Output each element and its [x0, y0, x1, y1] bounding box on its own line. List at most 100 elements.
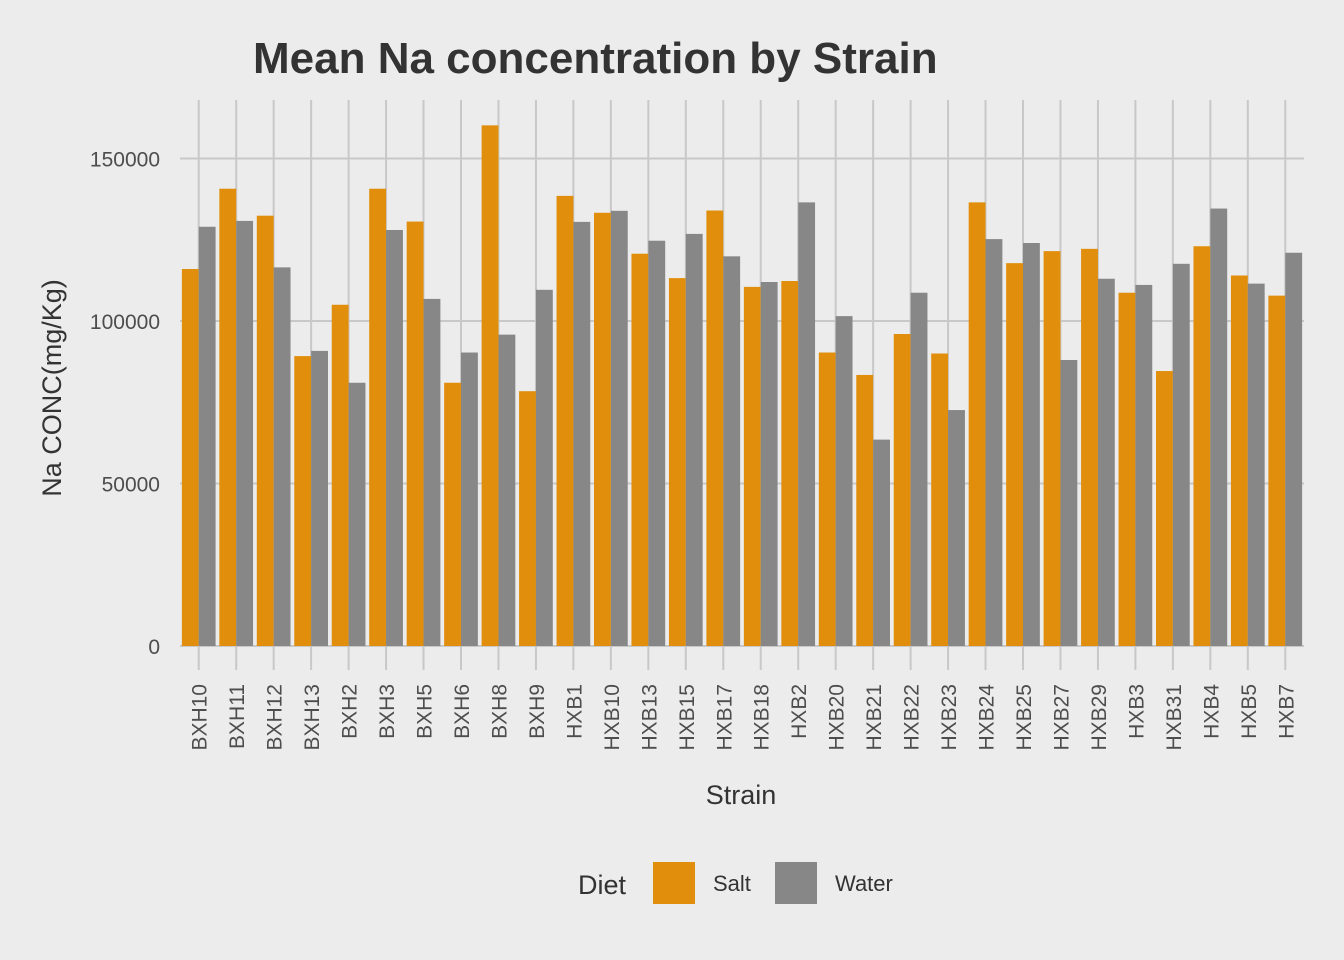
bar-water-bxh10	[198, 226, 216, 646]
bar-salt-bxh5	[406, 221, 424, 647]
bar-water-hxb1	[573, 221, 591, 646]
bar-salt-hxb24	[968, 202, 986, 646]
bar-salt-hxb22	[893, 334, 911, 646]
x-tick-label: HXB24	[976, 684, 999, 751]
bar-salt-bxh12	[256, 215, 274, 646]
bar-salt-bxh13	[294, 356, 312, 646]
x-tick-label: BXH11	[226, 684, 249, 749]
x-tick-label: HXB3	[1125, 684, 1148, 739]
x-tick-label: HXB10	[601, 684, 624, 751]
x-tick-label: HXB27	[1050, 684, 1073, 751]
bar-salt-hxb3	[1118, 292, 1136, 646]
x-tick-label: HXB23	[938, 684, 961, 751]
bar-salt-hxb17	[706, 210, 724, 646]
x-tick-label: BXH5	[414, 684, 437, 739]
bar-water-hxb18	[760, 282, 778, 646]
chart-title: Mean Na concentration by Strain	[253, 34, 938, 83]
bar-salt-hxb25	[1006, 263, 1023, 646]
bar-water-hxb24	[985, 239, 1003, 646]
x-tick-label: HXB17	[713, 684, 736, 751]
bar-water-hxb10	[610, 210, 628, 646]
bar-water-hxb20	[835, 316, 853, 646]
bar-salt-hxb4	[1193, 246, 1211, 646]
x-tick-label: BXH3	[376, 684, 399, 739]
y-tick-label: 100000	[90, 311, 160, 334]
legend-label-salt: Salt	[713, 871, 751, 896]
x-tick-label: BXH2	[339, 684, 362, 739]
bar-water-hxb17	[723, 256, 741, 646]
bar-salt-hxb18	[743, 286, 761, 646]
y-tick-label: 150000	[90, 149, 160, 172]
bar-water-bxh5	[423, 298, 441, 646]
bar-salt-bxh2	[331, 304, 349, 646]
x-tick-label: BXH13	[301, 684, 324, 751]
bar-water-bxh6	[461, 352, 478, 646]
bar-water-hxb13	[648, 240, 666, 646]
bar-salt-bxh6	[444, 382, 461, 646]
x-tick-label: HXB20	[826, 684, 849, 751]
x-tick-label: HXB22	[901, 684, 924, 751]
x-tick-label: HXB29	[1088, 684, 1111, 751]
x-axis-ticks: BXH10 BXH11 BXH12 BXH13 BXH2 BXH3 BXH5 BXH6 BXH8…	[189, 646, 1298, 751]
bars	[181, 125, 1303, 647]
x-tick-label: HXB1	[563, 684, 586, 739]
bar-water-bxh11	[236, 220, 254, 646]
bar-salt-bxh10	[181, 269, 199, 646]
bar-salt-bxh3	[369, 188, 387, 646]
bar-water-hxb31	[1172, 263, 1190, 646]
legend-label-water: Water	[835, 871, 893, 896]
bar-water-hxb21	[873, 439, 890, 646]
bar-water-hxb23	[948, 410, 965, 646]
bar-salt-hxb20	[818, 352, 836, 646]
bar-water-hxb25	[1023, 243, 1040, 646]
x-tick-label: HXB7	[1275, 684, 1298, 739]
bar-salt-hxb15	[668, 278, 686, 646]
x-tick-label: HXB13	[638, 684, 661, 751]
bar-salt-hxb1	[556, 195, 574, 646]
legend: Diet Salt Water	[578, 862, 893, 904]
bar-water-bxh13	[311, 350, 328, 646]
bar-water-bxh8	[498, 334, 516, 646]
x-tick-label: HXB21	[863, 684, 886, 751]
bar-salt-hxb21	[856, 374, 874, 646]
x-tick-label: BXH10	[189, 684, 212, 751]
bar-water-bxh12	[273, 267, 291, 646]
bar-salt-bxh11	[219, 188, 237, 646]
y-tick-label: 0	[148, 636, 160, 659]
bar-salt-bxh9	[519, 391, 536, 646]
bar-water-hxb7	[1285, 252, 1303, 646]
bar-salt-hxb13	[631, 253, 649, 646]
bar-water-bxh2	[348, 382, 366, 646]
x-tick-label: HXB15	[676, 684, 699, 751]
x-tick-label: HXB4	[1200, 684, 1223, 739]
bar-salt-bxh8	[481, 125, 499, 647]
bar-water-hxb27	[1060, 360, 1078, 646]
bar-salt-hxb2	[781, 281, 799, 646]
x-tick-label: BXH9	[526, 684, 549, 739]
x-tick-label: HXB25	[1013, 684, 1036, 751]
legend-key-salt	[653, 862, 695, 904]
y-axis-ticks: 0 50000 100000 150000	[90, 149, 160, 660]
bar-salt-hxb29	[1081, 248, 1098, 646]
bar-salt-hxb23	[931, 353, 949, 646]
x-tick-label: BXH8	[488, 684, 511, 739]
bar-water-hxb3	[1135, 284, 1153, 646]
bar-water-hxb15	[685, 233, 703, 646]
x-tick-label: HXB2	[788, 684, 811, 739]
x-tick-label: HXB31	[1163, 684, 1186, 751]
bar-salt-hxb7	[1268, 295, 1286, 646]
bar-water-hxb22	[910, 292, 928, 646]
bar-water-bxh3	[386, 230, 403, 646]
bar-water-bxh9	[535, 289, 553, 646]
x-tick-label: BXH12	[264, 684, 287, 751]
bar-water-hxb5	[1247, 283, 1265, 646]
y-axis-title: Na CONC(mg/Kg)	[37, 279, 67, 497]
bar-salt-hxb31	[1156, 371, 1173, 646]
bar-water-hxb4	[1210, 208, 1228, 647]
bar-water-hxb2	[798, 202, 816, 646]
legend-title: Diet	[578, 870, 627, 900]
x-axis-title: Strain	[706, 780, 777, 810]
bar-water-hxb29	[1097, 278, 1115, 646]
y-tick-label: 50000	[102, 474, 160, 497]
